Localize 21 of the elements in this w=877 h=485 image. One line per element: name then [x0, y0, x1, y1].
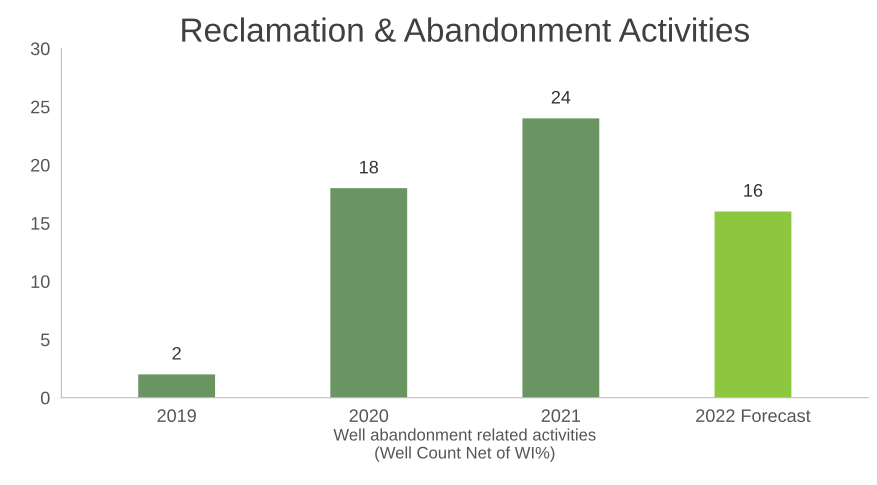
y-tick-label: 0 — [40, 392, 50, 404]
y-tick-label: 10 — [32, 275, 50, 288]
x-tick-label: 2021 — [542, 409, 580, 422]
chart-title: Reclamation & Abandonment Activities — [182, 17, 749, 42]
data-label: 24 — [552, 90, 570, 104]
data-label: 18 — [360, 160, 378, 174]
y-tick-label: 30 — [30, 42, 50, 56]
x-axis-title: Well abandonment related activities (Well Count Net of WI%) — [333, 428, 596, 462]
x-tick-label: 2019 — [157, 409, 196, 422]
x-tick-label: 2022 Forecast — [696, 409, 811, 422]
bar — [714, 211, 792, 398]
bar — [138, 374, 216, 398]
bar — [522, 118, 600, 398]
data-label: 2 — [172, 346, 181, 360]
data-label: 16 — [744, 184, 762, 197]
x-tick-label: 2020 — [350, 409, 388, 422]
y-tick-label: 5 — [40, 334, 50, 346]
y-tick-label: 15 — [32, 217, 50, 230]
y-tick-label: 20 — [31, 158, 50, 172]
y-tick-label: 25 — [31, 100, 50, 114]
bar — [330, 188, 408, 398]
